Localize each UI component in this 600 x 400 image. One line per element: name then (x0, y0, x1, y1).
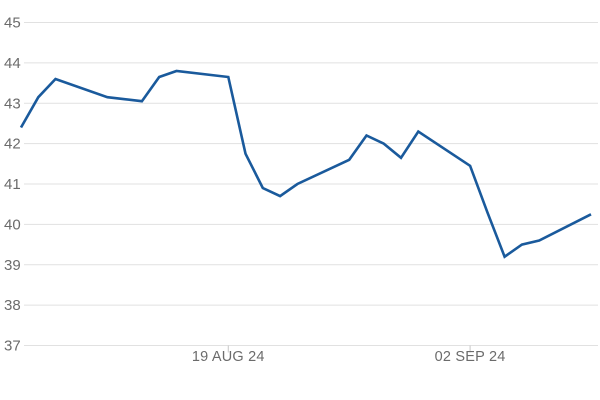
y-axis-label: 43 (4, 95, 21, 112)
x-axis-label: 19 AUG 24 (192, 349, 265, 365)
x-axis-label: 02 SEP 24 (435, 349, 506, 365)
y-axis-label: 44 (4, 55, 21, 72)
y-axis-label: 39 (4, 257, 21, 274)
y-axis-label: 38 (4, 297, 21, 314)
y-axis-label: 45 (4, 15, 21, 32)
y-axis-label: 41 (4, 176, 21, 193)
y-axis-label: 42 (4, 136, 21, 153)
price-line (19, 69, 592, 259)
y-axis-label: 37 (4, 338, 21, 355)
y-axis-label: 40 (4, 216, 21, 233)
